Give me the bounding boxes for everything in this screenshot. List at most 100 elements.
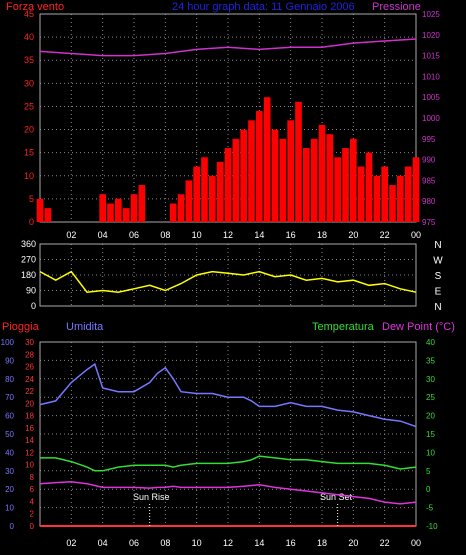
rain-ytick-100: 100 [1, 338, 15, 347]
wind-ytick-40: 40 [24, 32, 34, 42]
wind-ytick-15: 15 [24, 148, 34, 158]
wind-bar-31 [279, 138, 287, 222]
wind-bar-17 [169, 203, 177, 222]
wind-bar-39 [342, 148, 349, 222]
wind-bar-28 [256, 111, 263, 222]
wind-xtick-10: 10 [192, 230, 202, 240]
wind-bar-32 [287, 120, 294, 222]
dir-ytick-0: 0 [31, 301, 36, 311]
humidity-ytick-12: 12 [25, 448, 34, 457]
wind-bar-0 [36, 198, 44, 222]
wind-bar-37 [326, 134, 334, 222]
temp-ytick-30: 30 [426, 375, 435, 384]
pressure-line [39, 38, 417, 57]
wind-bar-12 [130, 194, 138, 222]
wind-ytick-10: 10 [24, 171, 34, 181]
humidity-line [39, 362, 417, 428]
wind-xtick-06: 06 [129, 230, 139, 240]
humidity-ytick-22: 22 [25, 387, 34, 396]
wind-xtick-22: 22 [380, 230, 390, 240]
rain-ytick-90: 90 [5, 356, 14, 365]
humidity-ytick-24: 24 [25, 375, 34, 384]
weather-xtick-00: 00 [411, 538, 421, 548]
rain-ytick-10: 10 [5, 504, 14, 513]
compass-2: S [435, 271, 442, 282]
rain-ytick-0: 0 [10, 522, 15, 531]
label-rain: Pioggia [2, 321, 40, 333]
weather-xtick-04: 04 [98, 538, 108, 548]
temp-ytick--5: -5 [426, 504, 434, 513]
wind-bar-27 [248, 120, 255, 222]
humidity-ytick-18: 18 [25, 412, 34, 421]
wind-bar-41 [357, 166, 365, 222]
wind-bar-11 [122, 208, 130, 222]
weather-xtick-02: 02 [66, 538, 76, 548]
temp-ytick-40: 40 [426, 338, 435, 347]
wind-bar-30 [271, 129, 279, 222]
temp-ytick-35: 35 [426, 356, 435, 365]
temp-ytick-25: 25 [426, 393, 435, 402]
temp-ytick-10: 10 [426, 448, 435, 457]
rain-ytick-50: 50 [5, 430, 14, 439]
wind-bar-1 [44, 208, 52, 222]
wind-bar-13 [138, 185, 146, 222]
wind-ytick-45: 45 [24, 9, 34, 19]
wind-ytick-30: 30 [24, 78, 34, 88]
dir-ytick-180: 180 [21, 270, 36, 280]
wind-bar-42 [365, 152, 373, 222]
wind-xtick-08: 08 [160, 230, 170, 240]
temp-ytick-15: 15 [426, 430, 435, 439]
temp-ytick-20: 20 [426, 412, 435, 421]
wind-bar-34 [303, 148, 310, 222]
wind-bar-35 [310, 138, 318, 222]
rain-ytick-70: 70 [5, 393, 14, 402]
wind-bar-9 [107, 203, 114, 222]
wind-bar-48 [412, 157, 420, 222]
label-temperature: Temperatura [312, 321, 375, 333]
wind-bar-45 [389, 185, 396, 222]
rain-ytick-80: 80 [5, 375, 14, 384]
compass-0: N [434, 240, 441, 251]
pressure-ytick-1025: 1025 [422, 10, 440, 19]
wind-xtick-04: 04 [98, 230, 108, 240]
wind-bar-26 [240, 129, 247, 222]
humidity-ytick-20: 20 [25, 399, 34, 408]
pressure-ytick-995: 995 [422, 135, 436, 144]
humidity-ytick-16: 16 [25, 424, 34, 433]
wind-bar-22 [209, 175, 216, 222]
wind-xtick-16: 16 [286, 230, 296, 240]
direction-line [39, 270, 417, 293]
wind-ytick-20: 20 [24, 125, 34, 135]
wind-bar-20 [193, 166, 200, 222]
wind-ytick-25: 25 [24, 101, 34, 111]
humidity-ytick-6: 6 [30, 485, 35, 494]
wind-bar-25 [232, 138, 240, 222]
compass-3: E [435, 287, 442, 298]
rain-ytick-40: 40 [5, 448, 14, 457]
humidity-ytick-28: 28 [25, 350, 34, 359]
pressure-ytick-975: 975 [422, 218, 436, 227]
wind-bar-23 [216, 161, 224, 222]
wind-bar-18 [177, 194, 185, 222]
header-title: 24 hour graph data: 11 Gennaio 2006 [172, 1, 355, 13]
wind-xtick-20: 20 [348, 230, 358, 240]
pressure-ytick-1000: 1000 [422, 114, 440, 123]
wind-bar-46 [397, 175, 404, 222]
wind-ytick-35: 35 [24, 55, 34, 65]
rain-ytick-20: 20 [5, 485, 14, 494]
wind-ytick-0: 0 [29, 217, 34, 227]
temp-ytick--10: -10 [426, 522, 438, 531]
weather-xtick-14: 14 [254, 538, 264, 548]
wind-bar-38 [334, 157, 341, 222]
humidity-ytick-8: 8 [30, 473, 35, 482]
wind-bar-29 [263, 97, 271, 222]
dewpoint-line [39, 481, 417, 505]
wind-bar-44 [381, 166, 388, 222]
temp-ytick-5: 5 [426, 467, 431, 476]
weather-xtick-16: 16 [286, 538, 296, 548]
rain-ytick-30: 30 [5, 467, 14, 476]
dir-ytick-90: 90 [26, 286, 36, 296]
wind-bar-43 [373, 175, 381, 222]
weather-xtick-10: 10 [192, 538, 202, 548]
